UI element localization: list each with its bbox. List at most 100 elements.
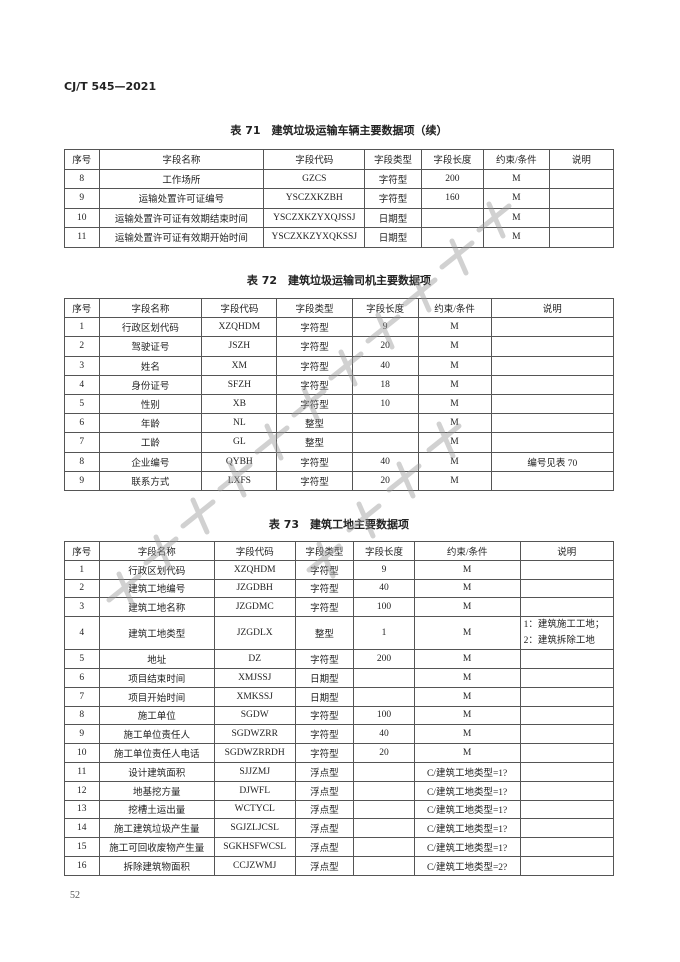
table-row: 9 联系方式 LXFS 字符型 20 M xyxy=(64,470,615,491)
table-row: 8 工作场所 GZCS 字符型 200 M xyxy=(64,168,615,189)
table-cell: 项目结束时间 xyxy=(98,667,215,688)
table-cell: SGJZLJCSL xyxy=(213,818,296,839)
table-cell: M xyxy=(413,616,521,651)
table-cell: JZGDMC xyxy=(213,597,296,618)
table-cell: 设计建筑面积 xyxy=(98,761,215,782)
table-cell: 字符型 xyxy=(294,597,355,618)
table-cell: 160 xyxy=(420,188,484,209)
table-cell: 字符型 xyxy=(294,705,355,726)
table-cell: C/建筑工地类型=1? xyxy=(413,761,521,782)
table-row: 14 施工建筑垃圾产生量 SGJZLJCSL 浮点型 C/建筑工地类型=1? xyxy=(64,818,615,839)
column-header: 序号 xyxy=(64,541,100,561)
table-cell: C/建筑工地类型=1? xyxy=(413,818,521,839)
table-cell xyxy=(519,597,615,618)
table-cell xyxy=(353,761,415,782)
table-cell: 16 xyxy=(64,855,100,876)
table-cell: 日期型 xyxy=(364,207,422,228)
table-cell: 字符型 xyxy=(364,188,422,209)
table-row: 4 建筑工地类型 JZGDLX 整型 1 M 1：建筑施工工地；2：建筑拆除工地 xyxy=(64,616,615,651)
table-cell: 4 xyxy=(64,616,100,651)
table-cell: 15 xyxy=(64,837,100,857)
table-cell: 字符型 xyxy=(276,317,353,338)
table-cell xyxy=(490,336,615,357)
table-cell: 地址 xyxy=(98,649,215,669)
table-cell xyxy=(490,393,615,415)
table-cell: NL xyxy=(201,413,278,434)
table-cell: 字符型 xyxy=(294,743,355,763)
table-cell xyxy=(519,743,615,763)
table-cell: 1：建筑施工工地；2：建筑拆除工地 xyxy=(519,616,615,651)
table-cell: 性别 xyxy=(98,393,203,415)
table-cell: 200 xyxy=(353,649,415,669)
table-cell: 建筑工地名称 xyxy=(98,597,215,618)
table-cell: M xyxy=(413,743,521,763)
table-cell: 11 xyxy=(64,761,100,782)
table-cell: 项目开始时间 xyxy=(98,686,215,707)
table-cell: 7 xyxy=(64,686,100,707)
table-cell: SGKHSFWCSL xyxy=(213,837,296,857)
table-cell: M xyxy=(413,649,521,669)
table-row: 1 行政区划代码 XZQHDM 字符型 9 M xyxy=(64,317,615,338)
table-cell: SGDWZRR xyxy=(213,724,296,745)
table-cell: M xyxy=(417,432,492,453)
table73-title: 表 73 建筑工地主要数据项 xyxy=(268,518,410,531)
table-cell: 40 xyxy=(351,355,419,376)
table-cell: M xyxy=(482,188,550,209)
table-cell xyxy=(353,667,415,688)
column-header: 字段代码 xyxy=(201,297,278,319)
table-cell: 驾驶证号 xyxy=(98,336,203,357)
table-header-row: 序号 字段名称 字段代码 字段类型 字段长度 约束/条件 说明 xyxy=(64,297,615,319)
table-cell: M xyxy=(417,374,492,395)
table-cell: 拆除建筑物面积 xyxy=(98,855,215,876)
table-cell xyxy=(519,559,615,580)
column-header: 约束/条件 xyxy=(482,149,550,170)
table-cell: SGDW xyxy=(213,705,296,726)
table-row: 5 性别 XB 字符型 10 M xyxy=(64,393,615,415)
table-cell: 建筑工地类型 xyxy=(98,616,215,651)
table-cell: C/建筑工地类型=1? xyxy=(413,780,521,801)
page-number: 52 xyxy=(70,890,80,901)
column-header: 字段名称 xyxy=(98,297,203,319)
table-cell: SFZH xyxy=(201,374,278,395)
table-cell: 年龄 xyxy=(98,413,203,434)
table-cell: 施工单位责任人 xyxy=(98,724,215,745)
table-cell: M xyxy=(413,705,521,726)
column-header: 字段长度 xyxy=(420,149,484,170)
table-cell xyxy=(519,855,615,876)
table-cell: 字符型 xyxy=(294,578,355,599)
table-cell: M xyxy=(413,559,521,580)
table-cell: 施工单位 xyxy=(98,705,215,726)
column-header: 字段长度 xyxy=(353,541,415,561)
table-row: 11 设计建筑面积 SJJZMJ 浮点型 C/建筑工地类型=1? xyxy=(64,761,615,782)
table-cell: SGDWZRRDH xyxy=(213,743,296,763)
table-row: 3 姓名 XM 字符型 40 M xyxy=(64,355,615,376)
table-cell: 9 xyxy=(64,470,100,491)
table-cell: 浮点型 xyxy=(294,780,355,801)
table-cell: XM xyxy=(201,355,278,376)
table-cell: 40 xyxy=(353,578,415,599)
table-cell: C/建筑工地类型=1? xyxy=(413,799,521,820)
table-cell xyxy=(420,227,484,248)
table-row: 4 身份证号 SFZH 字符型 18 M xyxy=(64,374,615,395)
table-row: 8 施工单位 SGDW 字符型 100 M xyxy=(64,705,615,726)
table-cell: 字符型 xyxy=(294,724,355,745)
table-cell: 行政区划代码 xyxy=(98,559,215,580)
table-cell xyxy=(548,207,615,228)
table-cell: 日期型 xyxy=(294,667,355,688)
table-cell: M xyxy=(482,168,550,189)
column-header: 序号 xyxy=(64,149,100,170)
table-cell: YSCZXKZBH xyxy=(263,188,366,209)
table-row: 9 运输处置许可证编号 YSCZXKZBH 字符型 160 M xyxy=(64,188,615,209)
table72-title: 表 72 建筑垃圾运输司机主要数据项 xyxy=(246,274,432,287)
table-row: 10 运输处置许可证有效期结束时间 YSCZXKZYXQJSSJ 日期型 M xyxy=(64,207,615,228)
table-cell: 工龄 xyxy=(98,432,203,453)
table-cell: 浮点型 xyxy=(294,761,355,782)
table-cell: 8 xyxy=(64,168,100,189)
table-cell: 4 xyxy=(64,374,100,395)
table-cell xyxy=(519,818,615,839)
table-row: 9 施工单位责任人 SGDWZRR 字符型 40 M xyxy=(64,724,615,745)
table-cell: 建筑工地编号 xyxy=(98,578,215,599)
table72: 序号 字段名称 字段代码 字段类型 字段长度 约束/条件 说明 1 行政区划代码 XZQHDM 字符… xyxy=(64,297,615,491)
table-row: 5 地址 DZ 字符型 200 M xyxy=(64,649,615,669)
table-cell: 10 xyxy=(64,743,100,763)
